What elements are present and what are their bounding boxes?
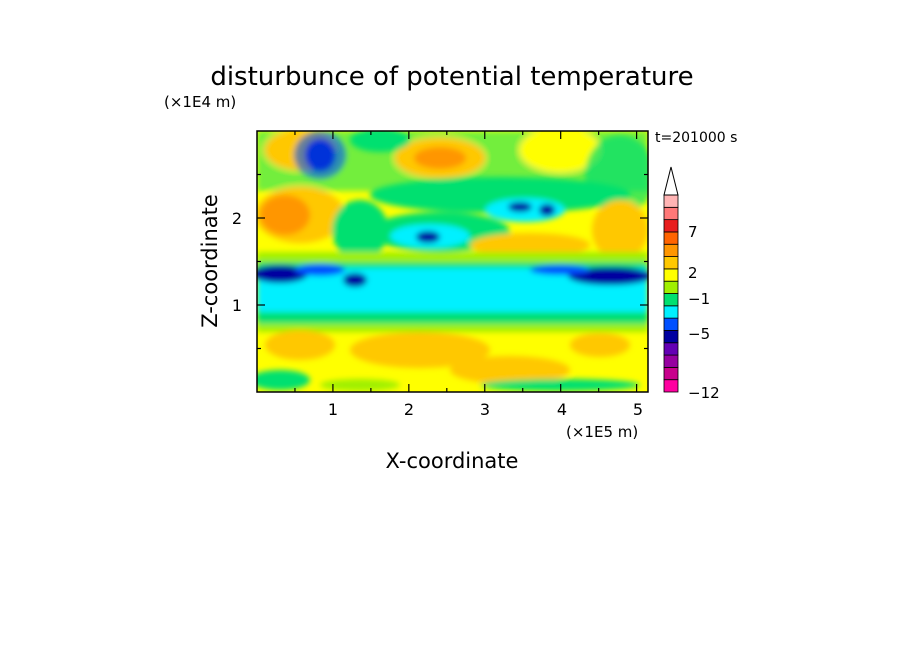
- y-unit-label: (×1E4 m): [164, 93, 236, 111]
- colorbar-swatch: [663, 305, 679, 319]
- colorbar-swatch: [663, 342, 679, 356]
- y-axis-ticks: [257, 173, 648, 350]
- heatmap-field: [257, 131, 648, 392]
- x-tick-label: 5: [633, 400, 643, 419]
- x-unit-label: (×1E5 m): [566, 423, 638, 441]
- colorbar-label: −12: [688, 384, 720, 402]
- colorbar-label: −5: [688, 325, 710, 343]
- time-label: t=201000 s: [655, 130, 737, 146]
- colorbar-swatch: [663, 219, 679, 233]
- x-tick-label: 1: [328, 400, 338, 419]
- colorbar-swatch: [663, 194, 679, 208]
- colorbar-swatch: [663, 231, 679, 245]
- colorbar-swatch: [663, 379, 679, 393]
- colorbar: [663, 166, 679, 393]
- y-axis-label: Z-coordinate: [198, 194, 222, 328]
- colorbar-swatch: [663, 366, 679, 381]
- x-axis-ticks: [294, 131, 638, 392]
- colorbar-extension: [663, 166, 679, 196]
- x-tick-label: 2: [404, 400, 414, 419]
- x-tick-label: 4: [557, 400, 567, 419]
- x-tick-label: 3: [480, 400, 490, 419]
- colorbar-swatch: [663, 268, 679, 282]
- colorbar-swatch: [663, 354, 679, 368]
- colorbar-swatch: [663, 330, 679, 344]
- colorbar-label: 7: [688, 223, 698, 241]
- colorbar-label: −1: [688, 290, 710, 308]
- x-axis-label: X-coordinate: [386, 449, 519, 473]
- y-tick-label: 1: [232, 296, 242, 315]
- colorbar-label: 2: [688, 264, 698, 282]
- colorbar-swatch: [663, 256, 679, 270]
- colorbar-swatch: [663, 206, 679, 221]
- colorbar-swatch: [663, 243, 679, 257]
- colorbar-swatch: [663, 280, 679, 294]
- chart-title: disturbunce of potential temperature: [210, 62, 693, 92]
- colorbar-swatch: [663, 293, 679, 307]
- colorbar-swatch: [663, 317, 679, 331]
- y-tick-label: 2: [232, 209, 242, 228]
